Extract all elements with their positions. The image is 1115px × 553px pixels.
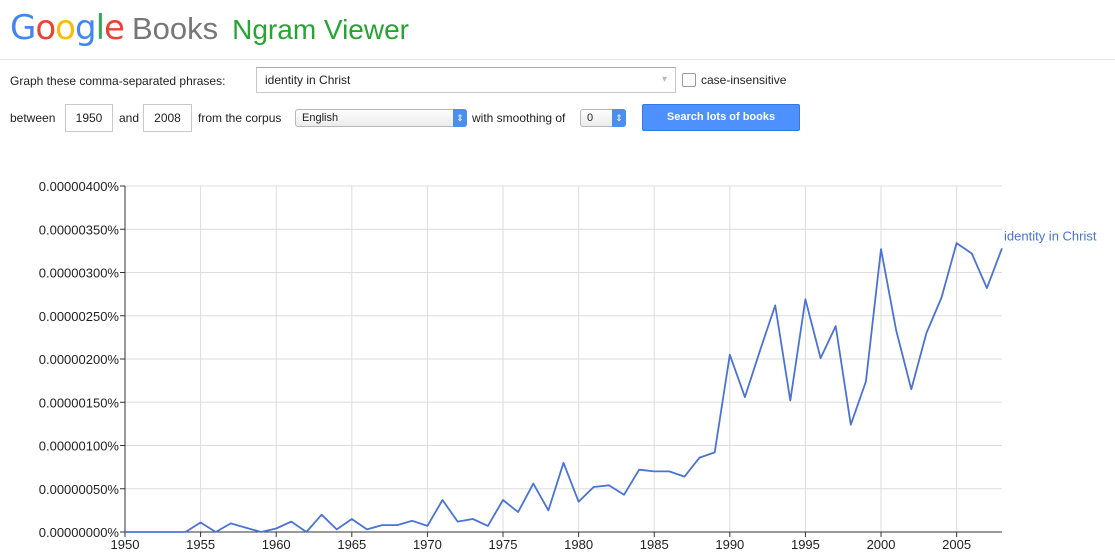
logo-letter: g	[74, 8, 97, 48]
x-tick-label: 1950	[111, 537, 140, 552]
logo-letter: l	[95, 8, 106, 48]
y-tick-label: 0.00000400%	[39, 179, 120, 194]
x-tick-label: 2005	[942, 537, 971, 552]
y-tick-label: 0.00000250%	[39, 309, 120, 324]
and-label: and	[119, 111, 140, 125]
y-tick-label: 0.00000050%	[39, 482, 120, 497]
case-insensitive-label: case-insensitive	[701, 73, 787, 87]
phrases-input[interactable]: identity in Christ ▾	[256, 67, 676, 93]
books-logo-text: Books	[131, 11, 219, 46]
select-arrows-icon: ⇕	[453, 109, 467, 127]
series-line	[125, 242, 1003, 533]
x-tick-label: 1960	[262, 537, 291, 552]
logo-letter: o	[35, 8, 56, 48]
ngram-viewer-title: Ngram Viewer	[232, 14, 409, 45]
corpus-select-value: English	[302, 112, 339, 124]
phrases-input-value: identity in Christ	[265, 73, 351, 87]
y-tick-label: 0.00000100%	[39, 439, 120, 454]
search-button[interactable]: Search lots of books	[642, 104, 800, 131]
x-tick-label: 1990	[715, 537, 744, 552]
x-tick-label: 2000	[867, 537, 896, 552]
x-tick-label: 1980	[564, 537, 593, 552]
query-label: Graph these comma-separated phrases:	[10, 74, 226, 88]
start-year-input[interactable]: 1950	[65, 104, 113, 132]
x-tick-label: 1955	[186, 537, 215, 552]
corpus-label: from the corpus	[198, 111, 282, 125]
y-tick-label: 0.00000000%	[39, 525, 120, 540]
smoothing-select-value: 0	[587, 112, 594, 124]
case-insensitive-option[interactable]: case-insensitive	[682, 73, 786, 87]
smoothing-select[interactable]: 0 ⇕	[580, 109, 626, 127]
x-tick-label: 1970	[413, 537, 442, 552]
y-tick-label: 0.00000300%	[39, 266, 120, 281]
y-tick-label: 0.00000200%	[39, 352, 120, 367]
select-arrows-icon: ⇕	[612, 109, 626, 127]
x-tick-label: 1985	[640, 537, 669, 552]
logo-letter: e	[104, 8, 125, 48]
ngram-chart: 0.00000000% 0.00000050% 0.00000100% 0.00000…	[39, 179, 1097, 552]
corpus-select[interactable]: English ⇕	[295, 109, 467, 127]
logo-letter: o	[55, 8, 76, 48]
between-label: between	[10, 111, 56, 125]
y-tick-label: 0.00000150%	[39, 395, 120, 410]
y-tick-label: 0.00000350%	[39, 222, 120, 237]
dropdown-caret-icon[interactable]: ▾	[661, 74, 667, 85]
x-tick-label: 1975	[489, 537, 518, 552]
google-logo: Google	[10, 8, 125, 48]
smoothing-label: with smoothing of	[472, 111, 566, 125]
x-tick-label: 1965	[337, 537, 366, 552]
header: Google Books Ngram Viewer	[10, 8, 409, 52]
end-year-input[interactable]: 2008	[143, 104, 192, 132]
query-row: Graph these comma-separated phrases:	[10, 70, 225, 92]
series-label: identity in Christ	[1004, 228, 1097, 243]
logo-letter: G	[10, 8, 36, 48]
case-insensitive-checkbox[interactable]	[682, 73, 696, 87]
x-tick-label: 1995	[791, 537, 820, 552]
header-divider	[0, 59, 1115, 60]
